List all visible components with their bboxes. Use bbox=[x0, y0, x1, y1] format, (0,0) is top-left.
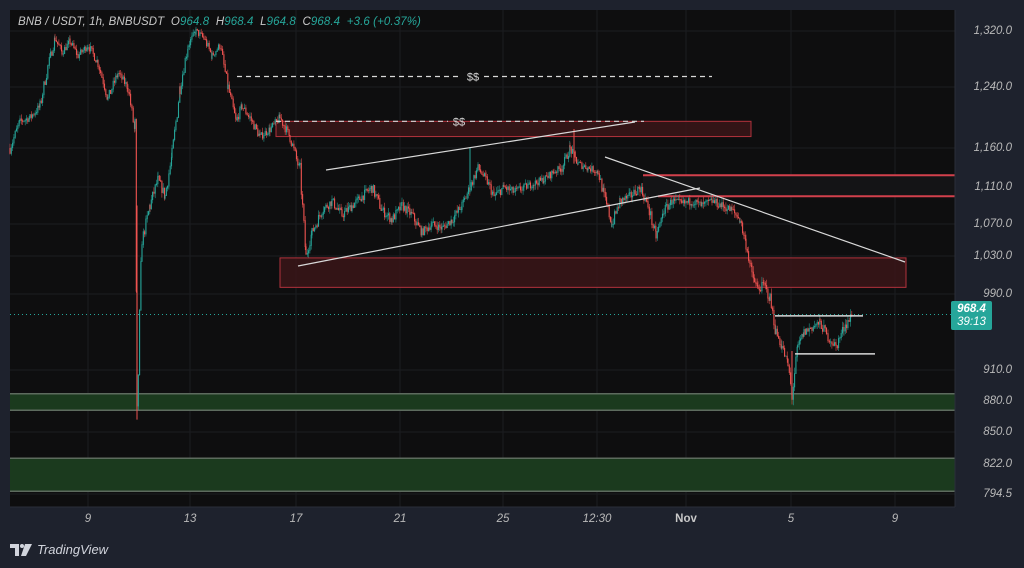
price-tick: 1,320.0 bbox=[973, 25, 1012, 37]
liquidity-label: $$ bbox=[467, 72, 479, 84]
price-tick: 910.0 bbox=[983, 364, 1012, 376]
time-tick: Nov bbox=[675, 513, 697, 525]
price-tick: 794.5 bbox=[983, 488, 1012, 500]
price-tick: 850.0 bbox=[983, 426, 1012, 438]
open-value: 964.8 bbox=[179, 16, 210, 28]
price-tick: 1,070.0 bbox=[973, 218, 1012, 230]
drawings: $$ $$ bbox=[10, 72, 955, 355]
high-value: 968.4 bbox=[224, 16, 254, 28]
change-value: +3.6 (+0.37%) bbox=[346, 16, 421, 28]
tradingview-logo-icon bbox=[10, 543, 32, 556]
ohlc-legend: BNB / USDT, 1h, BNBUSDT O964.8 H968.4 L9… bbox=[18, 16, 421, 28]
high-label: H bbox=[215, 16, 225, 28]
time-tick: 21 bbox=[393, 513, 407, 525]
open-label: O bbox=[170, 16, 180, 28]
last-price-badge: 968.4 39:13 bbox=[951, 300, 992, 330]
liquidity-label: $$ bbox=[453, 116, 465, 128]
time-tick: 9 bbox=[891, 513, 899, 525]
close-value: 968.4 bbox=[310, 16, 341, 28]
price-tick: 1,160.0 bbox=[973, 142, 1012, 154]
price-tick: 990.0 bbox=[983, 288, 1012, 300]
price-tick: 880.0 bbox=[983, 395, 1012, 407]
price-tick: 1,240.0 bbox=[973, 81, 1012, 93]
time-tick: 17 bbox=[289, 513, 303, 525]
time-tick: 13 bbox=[183, 513, 197, 525]
time-tick: 25 bbox=[496, 513, 510, 525]
close-label: C bbox=[302, 16, 311, 28]
symbol-label: BNB / USDT, 1h, BNBUSDT bbox=[18, 16, 165, 28]
time-tick: 12:30 bbox=[582, 513, 612, 525]
last-price: 968.4 bbox=[957, 302, 986, 315]
time-tick: 5 bbox=[787, 513, 795, 525]
candles bbox=[9, 26, 853, 420]
time-tick: 9 bbox=[84, 513, 92, 525]
price-tick: 822.0 bbox=[983, 458, 1012, 470]
price-tick: 1,030.0 bbox=[973, 250, 1012, 262]
zones bbox=[10, 120, 955, 493]
price-tick: 1,110.0 bbox=[974, 181, 1012, 193]
brand-name: TradingView bbox=[37, 542, 109, 557]
low-label: L bbox=[260, 16, 267, 28]
low-value: 964.8 bbox=[266, 16, 296, 28]
bar-countdown: 39:13 bbox=[957, 315, 986, 328]
tradingview-brand[interactable]: TradingView bbox=[10, 542, 108, 557]
